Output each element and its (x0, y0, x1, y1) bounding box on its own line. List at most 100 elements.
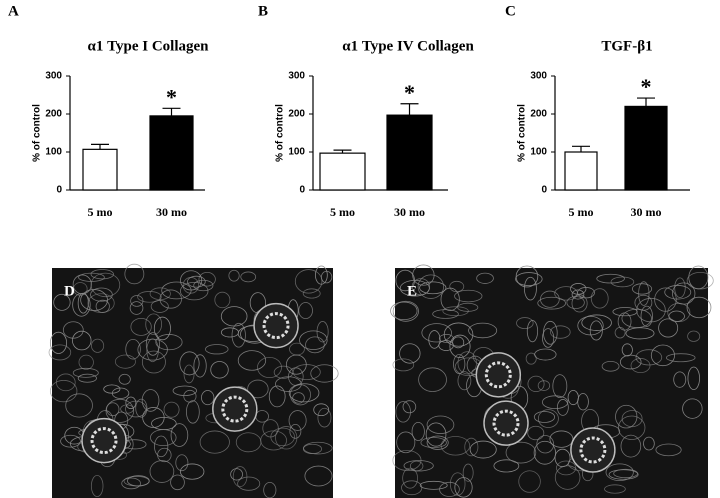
tubule (666, 353, 696, 363)
tubule (571, 289, 585, 300)
x-tick-label: 5 mo (88, 205, 113, 219)
tubule (49, 331, 68, 354)
y-axis-label: % of control (517, 104, 528, 162)
significance-mark: * (404, 80, 415, 105)
glomerulus-core (579, 436, 607, 464)
tubule (452, 336, 465, 349)
tubule (554, 286, 578, 301)
tubule (464, 437, 479, 457)
x-tick-label: 30 mo (394, 205, 425, 219)
tubule (305, 336, 325, 354)
tubule (620, 434, 642, 458)
tubule (686, 271, 714, 290)
tubule (237, 476, 261, 491)
tubule (402, 467, 418, 489)
tubule (201, 390, 215, 406)
tubule (631, 283, 653, 295)
panel-label: D (64, 283, 75, 299)
tubule (550, 325, 571, 339)
bar (319, 152, 366, 191)
glomerulus (475, 352, 522, 398)
y-tick-label: 0 (299, 185, 305, 196)
tubule (87, 293, 115, 313)
tubule (78, 272, 105, 282)
tubule (621, 410, 643, 428)
x-tick-label: 5 mo (330, 205, 355, 219)
tubule (275, 426, 298, 450)
tubule (302, 288, 321, 299)
tubule (392, 358, 415, 372)
tubule (228, 269, 240, 282)
tubule (403, 460, 434, 472)
tubule (537, 380, 551, 391)
tubule (567, 389, 579, 406)
y-tick-label: 100 (45, 147, 62, 158)
tubule (145, 332, 160, 356)
tubule (610, 276, 635, 288)
panel-label: B (258, 3, 268, 19)
tubule (170, 423, 189, 447)
panel-label: E (407, 283, 417, 299)
tubule (556, 399, 569, 416)
tubule (402, 400, 417, 414)
y-tick-label: 300 (530, 71, 547, 82)
glomerulus (483, 400, 529, 446)
tubule (533, 440, 556, 465)
tubule (392, 300, 419, 322)
tubule (137, 291, 162, 303)
tubule (421, 323, 452, 343)
y-axis-label: % of control (275, 104, 286, 162)
tubule (231, 322, 246, 348)
tubule (170, 474, 185, 491)
tubule (493, 459, 520, 473)
tubule (674, 277, 686, 298)
tubule (125, 400, 147, 418)
glomerulus-core (262, 312, 290, 340)
y-tick-label: 100 (530, 147, 547, 158)
tubule (438, 333, 454, 343)
tubule (608, 469, 639, 480)
tubule (411, 278, 431, 296)
tubule (298, 302, 313, 320)
tubule (120, 404, 134, 414)
tubule (159, 289, 182, 309)
tubule (135, 398, 148, 418)
tubule (453, 353, 466, 374)
tubule (449, 334, 471, 358)
glomerulus (81, 417, 127, 464)
tubule (658, 318, 679, 338)
tubule (614, 326, 626, 339)
tubule (630, 358, 651, 374)
glomerulus-core (492, 409, 520, 437)
tubule (141, 350, 166, 374)
tubule (390, 301, 418, 320)
significance-mark: * (641, 74, 652, 99)
tubule (664, 285, 692, 300)
tubule (523, 276, 537, 301)
tubule (468, 322, 498, 339)
y-tick-label: 100 (288, 147, 305, 158)
tubule (571, 294, 588, 313)
tubule (60, 434, 81, 448)
tubule (643, 436, 655, 451)
tubule (237, 350, 267, 371)
tubule (554, 465, 581, 490)
tubule (65, 393, 93, 418)
tubule (566, 296, 585, 310)
y-axis-label: % of control (32, 104, 43, 162)
tubule (596, 273, 625, 284)
tubule (247, 379, 269, 399)
tubule (172, 385, 197, 396)
glomerulus (212, 386, 258, 432)
tubule (673, 371, 687, 388)
tubule (288, 410, 307, 431)
tubule (621, 343, 633, 357)
tubule (220, 306, 248, 327)
tubule (268, 385, 286, 408)
tubule (304, 465, 333, 487)
tubule (150, 429, 177, 447)
tubule (289, 384, 311, 406)
tubule (163, 401, 180, 418)
